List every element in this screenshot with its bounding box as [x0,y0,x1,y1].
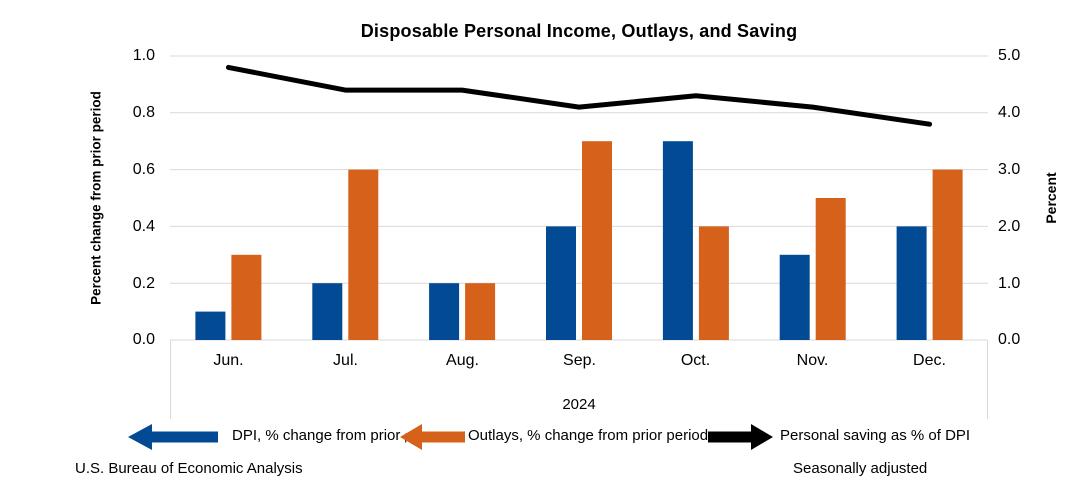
right-axis-tick: 2.0 [998,218,1021,235]
outlays-bar [698,226,729,340]
left-axis-tick: 0.8 [132,104,155,121]
category-label: Nov. [796,352,829,369]
left-axis-tick: 0.2 [132,275,155,292]
source-text: U.S. Bureau of Economic Analysis [75,460,303,477]
right-axis-tick: 4.0 [998,104,1021,121]
dpi-bar [662,141,693,340]
dpi-bar [429,283,460,340]
outlays-bar [932,169,963,340]
left-axis-tick: 0.6 [132,161,155,178]
right-axis-tick: 5.0 [998,47,1021,64]
legend-label-saving: Personal saving as % of DPI [780,427,971,444]
outlays-bar [465,283,496,340]
legend-label-dpi-main: DPI, % change from prior [232,427,401,444]
outlays-bar [815,198,846,340]
category-label: Jul. [333,352,358,369]
dpi-bar [896,226,927,340]
left-axis-title: Percent change from prior period [88,91,104,305]
right-axis-title: Percent [1043,172,1059,224]
combo-chart-plot [170,55,988,341]
right-axis-tick: 1.0 [998,275,1021,292]
left-axis-tick: 0.4 [132,218,155,235]
outlays-left-arrow-icon [400,424,465,450]
left-arrow-icon [400,424,465,450]
category-label: Jun. [213,352,244,369]
right-axis-tick: 0.0 [998,331,1021,348]
saving-line [225,64,933,127]
dpi-bar [779,254,810,340]
dpi-bar [195,311,226,340]
axis-band-border [987,340,988,419]
year-label: 2024 [562,396,596,413]
dpi-left-arrow-icon [128,424,218,450]
left-axis-tick: 1.0 [132,47,155,64]
chart-title: Disposable Personal Income, Outlays, and… [360,21,798,41]
left-arrow-icon [128,424,218,450]
dpi-bar [546,226,576,340]
adjustment-note: Seasonally adjusted [793,460,928,477]
outlays-bar [348,169,379,340]
category-label: Dec. [913,352,946,369]
category-label: Oct. [680,352,711,369]
category-label: Aug. [446,352,479,369]
right-axis-tick: 3.0 [998,161,1021,178]
saving-right-arrow-icon [708,424,773,450]
right-arrow-icon [708,424,773,450]
category-label: Sep. [563,352,596,369]
axis-band-border [170,340,171,419]
dpi-bar [312,283,343,340]
legend-label-outlays: Outlays, % change from prior period [468,427,709,444]
left-axis-tick: 0.0 [132,331,155,348]
outlays-bar [582,141,612,340]
outlays-bar [231,254,262,340]
